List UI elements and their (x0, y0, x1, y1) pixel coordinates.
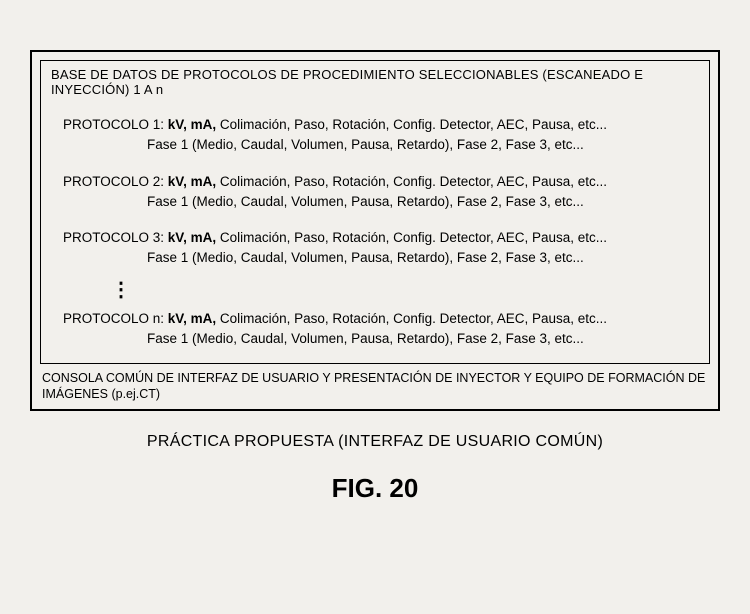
protocol-kvma: kV, mA, (168, 230, 216, 245)
protocol-kvma: kV, mA, (168, 311, 216, 326)
protocol-label: PROTOCOLO n: (63, 311, 164, 326)
protocol-params: Colimación, Paso, Rotación, Config. Dete… (216, 174, 607, 189)
caption: PRÁCTICA PROPUESTA (INTERFAZ DE USUARIO … (30, 433, 720, 451)
protocol-row: PROTOCOLO n: kV, mA, Colimación, Paso, R… (51, 309, 699, 350)
protocol-label: PROTOCOLO 3: (63, 230, 164, 245)
figure-label: FIG. 20 (30, 473, 720, 504)
protocol-row: PROTOCOLO 3: kV, mA, Colimación, Paso, R… (51, 228, 699, 269)
protocol-kvma: kV, mA, (168, 174, 216, 189)
protocol-row: PROTOCOLO 1: kV, mA, Colimación, Paso, R… (51, 115, 699, 156)
protocol-phase: Fase 1 (Medio, Caudal, Volumen, Pausa, R… (51, 248, 699, 268)
protocol-row: PROTOCOLO 2: kV, mA, Colimación, Paso, R… (51, 172, 699, 213)
outer-box: BASE DE DATOS DE PROTOCOLOS DE PROCEDIMI… (30, 50, 720, 411)
protocol-label: PROTOCOLO 2: (63, 174, 164, 189)
protocol-phase: Fase 1 (Medio, Caudal, Volumen, Pausa, R… (51, 135, 699, 155)
database-title: BASE DE DATOS DE PROTOCOLOS DE PROCEDIMI… (51, 67, 699, 97)
protocol-params: Colimación, Paso, Rotación, Config. Dete… (216, 311, 607, 326)
protocol-phase: Fase 1 (Medio, Caudal, Volumen, Pausa, R… (51, 329, 699, 349)
protocol-label: PROTOCOLO 1: (63, 117, 164, 132)
protocol-phase: Fase 1 (Medio, Caudal, Volumen, Pausa, R… (51, 192, 699, 212)
inner-box: BASE DE DATOS DE PROTOCOLOS DE PROCEDIMI… (40, 60, 710, 364)
console-text: CONSOLA COMÚN DE INTERFAZ DE USUARIO Y P… (40, 368, 710, 403)
protocol-kvma: kV, mA, (168, 117, 216, 132)
protocol-params: Colimación, Paso, Rotación, Config. Dete… (216, 117, 607, 132)
protocol-params: Colimación, Paso, Rotación, Config. Dete… (216, 230, 607, 245)
page: BASE DE DATOS DE PROTOCOLOS DE PROCEDIMI… (0, 0, 750, 524)
vertical-ellipsis-icon: ⋮ (51, 285, 699, 295)
